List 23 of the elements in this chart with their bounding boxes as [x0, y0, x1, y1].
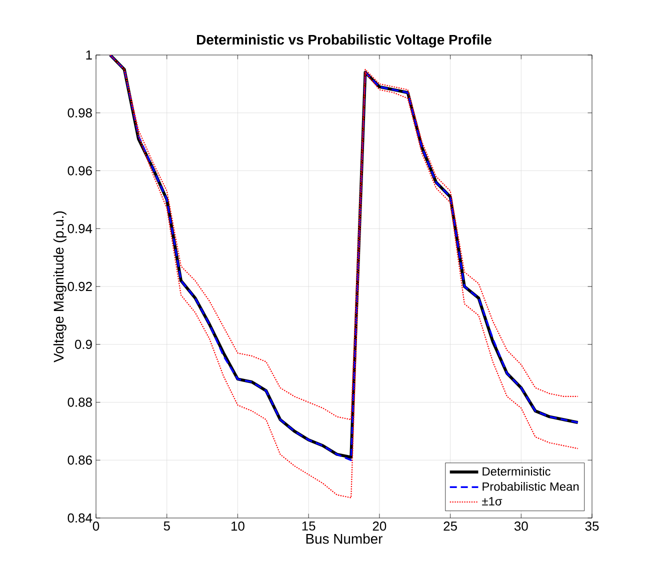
- x-tick-label: 15: [302, 522, 316, 531]
- x-tick-label: 10: [231, 522, 244, 531]
- x-tick-label: 30: [514, 522, 528, 531]
- legend-label: Probabilistic Mean: [482, 482, 579, 491]
- y-tick-label: 0.88: [68, 398, 92, 407]
- y-tick-label: 0.98: [68, 108, 92, 118]
- legend-label: Deterministic: [482, 466, 550, 476]
- x-axis-title: Bus Number: [306, 534, 383, 544]
- x-tick-label: 35: [585, 522, 599, 531]
- y-tick-label: 0.96: [68, 166, 92, 176]
- x-tick-label: 0: [92, 522, 100, 531]
- y-tick-label: 0.92: [68, 282, 92, 292]
- y-axis-title: Voltage Magnitude (p.u.): [53, 211, 66, 362]
- y-tick-label: 0.9: [74, 340, 92, 349]
- legend-label: ±1σ: [482, 497, 502, 506]
- y-tick-label: 0.84: [68, 513, 92, 523]
- y-tick-label: 0.94: [68, 224, 92, 234]
- y-tick-label: 1: [86, 50, 92, 60]
- chart-title: Deterministic vs Probabilistic Voltage Profile: [197, 34, 492, 48]
- x-tick-label: 20: [372, 522, 386, 531]
- y-tick-label: 0.86: [68, 456, 92, 465]
- x-tick-label: 5: [164, 522, 170, 531]
- x-tick-label: 25: [444, 522, 457, 531]
